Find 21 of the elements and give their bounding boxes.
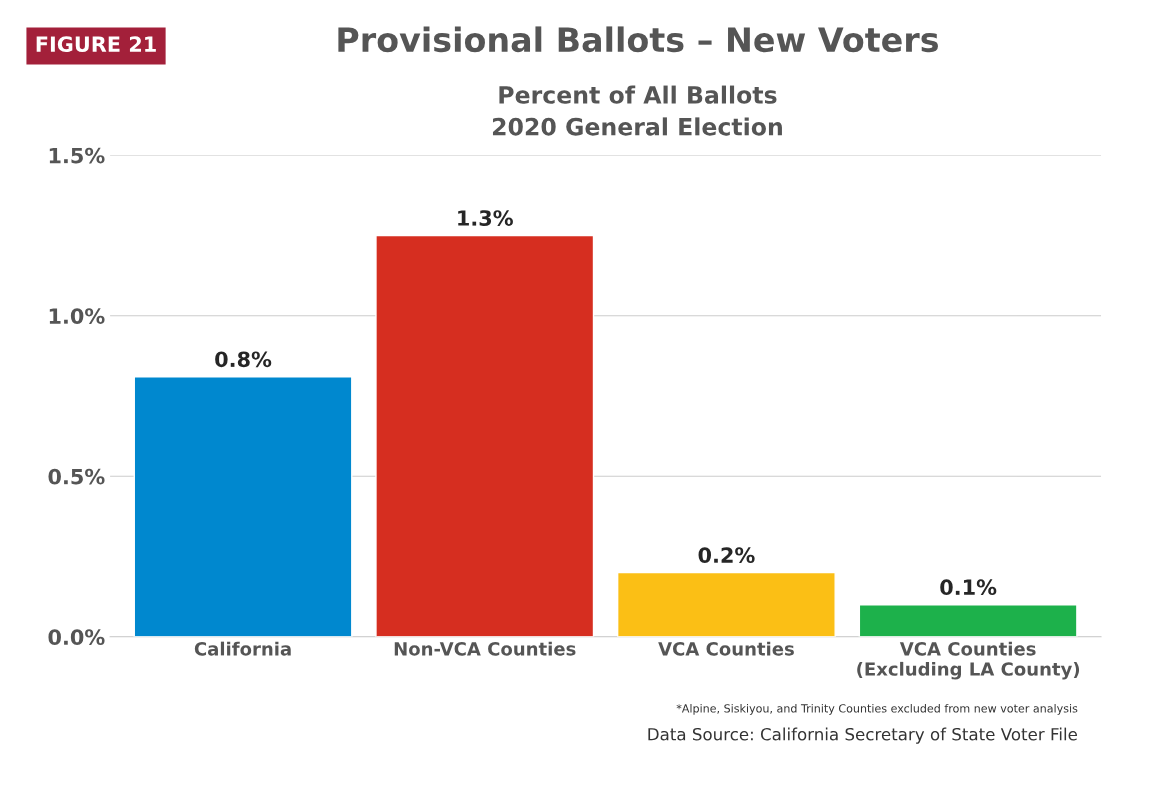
- data-label: 0.2%: [698, 547, 755, 563]
- x-tick-label: VCA Counties (Excluding LA County): [857, 641, 1080, 680]
- bar: [133, 376, 353, 637]
- y-tick-label: 0.0%: [48, 629, 105, 646]
- text: *Alpine, Siskiyou, and Trinity Counties excluded from new voter analysis: [676, 703, 1078, 715]
- bar: [375, 234, 595, 637]
- y-tick-label: 1.5%: [49, 147, 105, 164]
- x-tick-label: Non-VCA Counties: [394, 641, 576, 656]
- bar: [858, 603, 1078, 637]
- x-tick-label: California: [194, 641, 291, 656]
- data-label: 1.3%: [458, 210, 513, 226]
- data-label: 0.1%: [940, 579, 997, 596]
- y-tick-label: 0.5%: [48, 468, 105, 485]
- data-label: 0.8%: [215, 351, 272, 368]
- chart-title: Provisional Ballots – New Voters: [338, 26, 938, 53]
- source-note: Data Source: California Secretary of State Voter File: [648, 727, 1077, 744]
- chart-subtitle: Percent of All Ballots 2020 General Election: [492, 85, 782, 136]
- x-tick-label: VCA Counties: [658, 641, 794, 656]
- y-tick-label: 1.0%: [49, 308, 105, 324]
- caption: FIGURE 21: [36, 36, 156, 53]
- bar: [616, 571, 836, 637]
